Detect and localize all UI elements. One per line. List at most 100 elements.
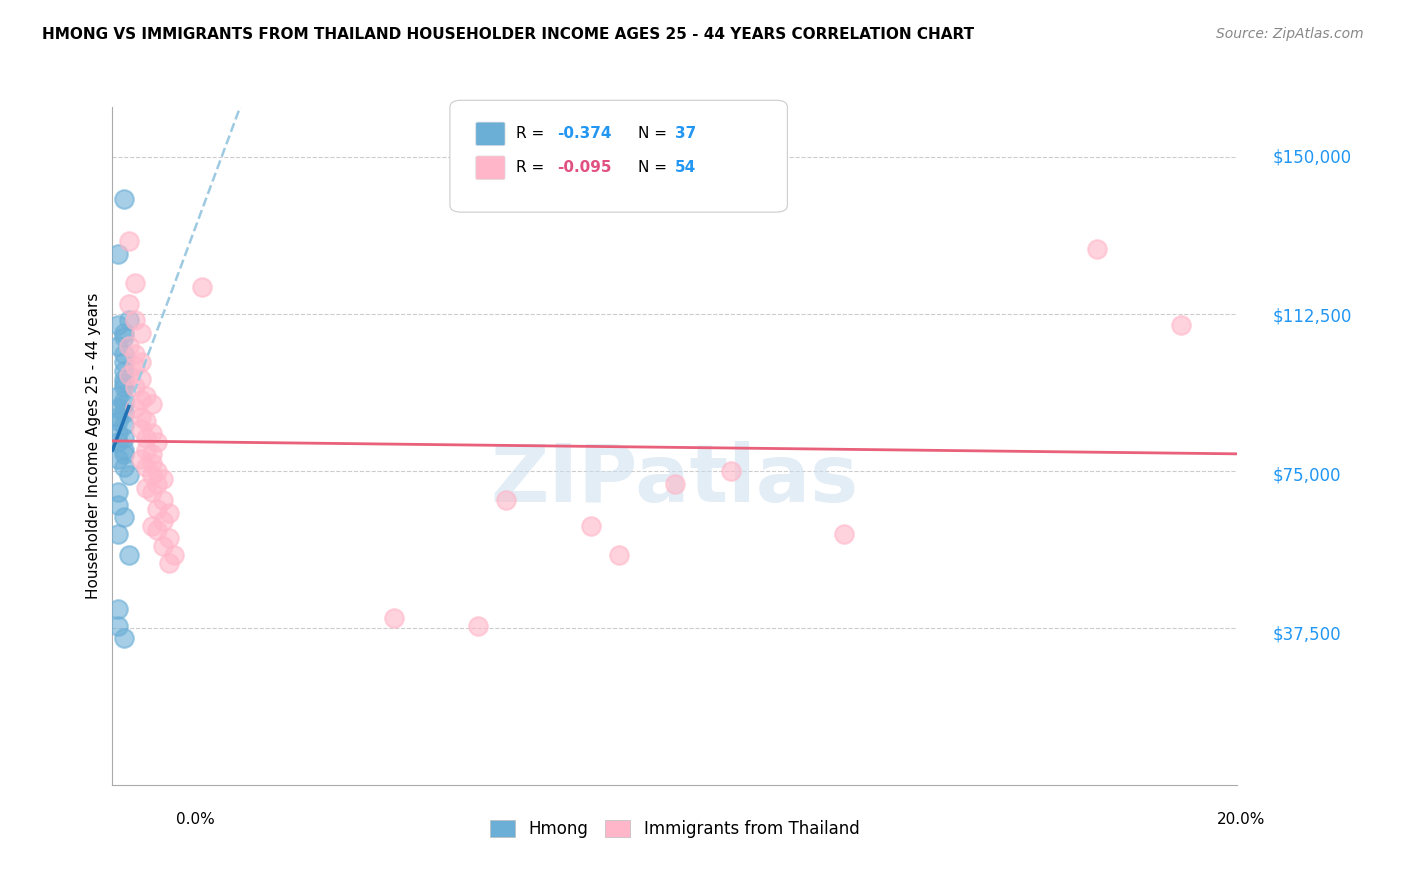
Point (382, 610, 405, 624)
Point (107, 246, 129, 260)
Point (107, 498, 129, 512)
Point (124, 313, 146, 327)
Point (495, 493, 517, 508)
Point (607, 548, 630, 562)
Point (832, 527, 855, 541)
Point (112, 443, 135, 458)
Point (720, 464, 742, 478)
Point (112, 372, 135, 386)
Point (112, 405, 135, 419)
Point (124, 276, 146, 290)
Point (112, 192, 135, 206)
Point (135, 431, 157, 445)
Text: HMONG VS IMMIGRANTS FROM THAILAND HOUSEHOLDER INCOME AGES 25 - 44 YEARS CORRELAT: HMONG VS IMMIGRANTS FROM THAILAND HOUSEH… (42, 27, 974, 42)
Point (118, 368, 141, 382)
Point (152, 473, 174, 487)
Point (129, 326, 152, 340)
Text: ZIPatlas: ZIPatlas (491, 441, 859, 519)
Point (124, 359, 146, 374)
Point (107, 401, 129, 416)
FancyBboxPatch shape (475, 122, 505, 145)
Point (107, 409, 129, 424)
Text: $37,500: $37,500 (1272, 626, 1341, 644)
Point (107, 318, 129, 332)
Text: R =: R = (516, 161, 550, 176)
Point (112, 431, 135, 445)
Point (191, 280, 214, 294)
Point (118, 338, 141, 352)
Point (146, 476, 169, 491)
Point (141, 468, 163, 483)
Point (157, 556, 180, 570)
Point (112, 347, 135, 361)
FancyBboxPatch shape (475, 156, 505, 179)
Text: $112,500: $112,500 (1272, 308, 1351, 326)
Text: R =: R = (516, 127, 550, 142)
Point (118, 468, 141, 483)
Point (118, 548, 141, 562)
Point (135, 443, 157, 458)
Point (107, 527, 129, 541)
Point (118, 313, 141, 327)
Point (112, 380, 135, 394)
Text: 0.0%: 0.0% (176, 812, 215, 827)
Point (135, 414, 157, 428)
Point (112, 392, 135, 407)
Point (129, 372, 152, 386)
Point (146, 434, 169, 449)
Text: Source: ZipAtlas.com: Source: ZipAtlas.com (1216, 27, 1364, 41)
Text: -0.374: -0.374 (557, 127, 612, 142)
Point (141, 426, 163, 441)
Point (157, 531, 180, 545)
Point (107, 414, 129, 428)
Point (124, 401, 146, 416)
Point (152, 514, 174, 528)
Point (135, 459, 157, 474)
Point (141, 485, 163, 500)
Point (107, 434, 129, 449)
Point (124, 380, 146, 394)
Point (129, 409, 152, 424)
Text: $150,000: $150,000 (1272, 149, 1351, 167)
Point (112, 418, 135, 433)
Point (163, 548, 186, 562)
Point (107, 389, 129, 403)
Point (1170, 318, 1192, 332)
Point (141, 518, 163, 533)
Point (135, 481, 157, 495)
Point (118, 234, 141, 248)
Point (112, 355, 135, 369)
Point (467, 619, 489, 633)
Point (579, 518, 602, 533)
Point (1085, 243, 1108, 257)
Point (112, 447, 135, 461)
Point (107, 602, 129, 616)
Text: N =: N = (638, 127, 672, 142)
Point (135, 389, 157, 403)
Point (157, 506, 180, 520)
Point (152, 493, 174, 508)
Point (107, 619, 129, 633)
Legend: Hmong, Immigrants from Thailand: Hmong, Immigrants from Thailand (484, 813, 866, 845)
FancyBboxPatch shape (450, 100, 787, 212)
Point (112, 364, 135, 378)
Point (118, 296, 141, 310)
Point (146, 523, 169, 537)
Text: 54: 54 (675, 161, 696, 176)
Point (664, 476, 686, 491)
Point (129, 451, 152, 466)
Point (146, 464, 169, 478)
Point (112, 632, 135, 646)
Point (107, 338, 129, 352)
Point (146, 501, 169, 516)
Point (152, 540, 174, 554)
Text: 20.0%: 20.0% (1218, 812, 1265, 827)
Point (124, 347, 146, 361)
Point (112, 376, 135, 391)
Point (107, 485, 129, 500)
Point (107, 426, 129, 441)
Y-axis label: Householder Income Ages 25 - 44 years: Householder Income Ages 25 - 44 years (86, 293, 101, 599)
Point (141, 447, 163, 461)
Text: 37: 37 (675, 127, 696, 142)
Point (112, 510, 135, 524)
